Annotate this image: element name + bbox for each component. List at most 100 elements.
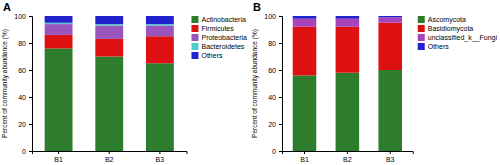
y-tick-mark bbox=[29, 151, 32, 152]
y-tick-mark bbox=[279, 16, 282, 17]
legend-entry: Actinobacteria bbox=[191, 16, 245, 23]
series bbox=[293, 16, 402, 19]
bar bbox=[146, 16, 174, 24]
legend-swatch bbox=[191, 43, 198, 50]
x-tick-mark bbox=[390, 151, 391, 154]
bar bbox=[45, 16, 73, 23]
x-tick-label: B3 bbox=[156, 156, 165, 163]
bar bbox=[336, 19, 360, 27]
series bbox=[45, 48, 174, 151]
x-tick-label: B1 bbox=[54, 156, 63, 163]
legend-label: Bacteroidetes bbox=[201, 43, 244, 50]
legend-swatch bbox=[418, 34, 425, 41]
x-tick-mark bbox=[159, 151, 160, 154]
legend-swatch bbox=[418, 43, 425, 50]
bar bbox=[378, 16, 402, 17]
bars bbox=[293, 16, 402, 151]
y-tick-label: 60 bbox=[18, 67, 26, 74]
legend-entry: Others bbox=[191, 52, 223, 59]
x-axis: B1 B2 B3 bbox=[33, 151, 187, 163]
bar bbox=[293, 27, 317, 76]
x-tick: B2 bbox=[105, 151, 114, 163]
legend-entry: Bacteroidetes bbox=[191, 43, 244, 50]
legend-label: Proteobacteria bbox=[201, 34, 247, 41]
legend-label: Firmicutes bbox=[201, 25, 234, 32]
bar bbox=[293, 19, 317, 27]
y-axis: 0 20 40 60 80 100 bbox=[14, 13, 32, 155]
legend-entry: Others bbox=[418, 43, 450, 50]
x-tick-label: B3 bbox=[386, 156, 395, 163]
legend-label: unclassified_k__Fungi bbox=[428, 34, 498, 42]
legend-entry: Firmicutes bbox=[191, 25, 234, 32]
bar bbox=[336, 73, 360, 151]
series bbox=[293, 23, 402, 76]
y-axis-line bbox=[29, 17, 33, 152]
y-tick-mark bbox=[279, 43, 282, 44]
x-tick: B2 bbox=[343, 151, 352, 163]
y-tick: 80 bbox=[18, 40, 32, 47]
y-tick-mark bbox=[29, 16, 32, 17]
legend-entry: Ascomycota bbox=[418, 16, 466, 24]
y-tick: 20 bbox=[268, 121, 282, 128]
y-tick-label: 100 bbox=[264, 13, 276, 20]
y-tick: 60 bbox=[268, 67, 282, 74]
y-tick-mark bbox=[29, 70, 32, 71]
bar bbox=[293, 75, 317, 151]
legend-entry: Proteobacteria bbox=[191, 34, 247, 41]
y-tick-label: 0 bbox=[22, 148, 26, 155]
figure: Actinobacteria Firmicutes Proteobacteria Ba… bbox=[0, 0, 500, 165]
series bbox=[45, 35, 174, 63]
legend-swatch bbox=[191, 52, 198, 59]
y-tick-label: 80 bbox=[18, 40, 26, 47]
panel-title: A bbox=[3, 1, 11, 13]
y-tick-label: 60 bbox=[268, 67, 276, 74]
x-axis-line bbox=[33, 152, 187, 155]
y-tick-label: 40 bbox=[18, 94, 26, 101]
bar bbox=[95, 24, 123, 25]
bar bbox=[146, 63, 174, 151]
bar bbox=[45, 24, 73, 35]
x-tick-label: B2 bbox=[343, 156, 352, 163]
bar bbox=[378, 23, 402, 70]
bar bbox=[146, 36, 174, 63]
y-tick: 60 bbox=[18, 67, 32, 74]
bar bbox=[146, 25, 174, 36]
legend-label: Others bbox=[201, 52, 223, 59]
x-tick-label: B1 bbox=[300, 156, 309, 163]
legend-label: Others bbox=[428, 43, 450, 50]
y-tick: 20 bbox=[18, 121, 32, 128]
bar bbox=[336, 27, 360, 73]
bar bbox=[45, 23, 73, 24]
y-tick-mark bbox=[279, 151, 282, 152]
legend-label: Actinobacteria bbox=[201, 16, 245, 23]
x-tick-mark bbox=[304, 151, 305, 154]
legend: AscomycotaBasidiomycotaunclassified_k__F… bbox=[418, 16, 498, 50]
bar bbox=[378, 70, 402, 151]
y-tick-mark bbox=[279, 70, 282, 71]
legend-label: Basidiomycota bbox=[428, 25, 474, 33]
y-tick: 100 bbox=[14, 13, 32, 20]
series bbox=[45, 24, 174, 39]
y-tick: 40 bbox=[268, 94, 282, 101]
bar bbox=[146, 24, 174, 25]
bar bbox=[336, 16, 360, 19]
x-axis: B1 B2 B3 bbox=[283, 151, 414, 163]
y-tick: 80 bbox=[268, 40, 282, 47]
y-axis-title: Percent of community abundance (%) bbox=[251, 29, 259, 138]
legend: Actinobacteria Firmicutes Proteobacteria Ba… bbox=[191, 16, 247, 59]
legend-swatch bbox=[191, 25, 198, 32]
y-tick: 100 bbox=[264, 13, 282, 20]
bar bbox=[378, 17, 402, 22]
legend-label: Ascomycota bbox=[428, 16, 466, 24]
x-tick-mark bbox=[347, 151, 348, 154]
bars bbox=[45, 16, 174, 151]
legend-swatch bbox=[418, 16, 425, 23]
y-tick: 0 bbox=[272, 148, 282, 155]
series bbox=[293, 17, 402, 26]
y-tick-mark bbox=[29, 124, 32, 125]
x-tick-label: B2 bbox=[105, 156, 114, 163]
y-tick-label: 80 bbox=[268, 40, 276, 47]
panel: AscomycotaBasidiomycotaunclassified_k__F… bbox=[251, 1, 497, 163]
series bbox=[45, 16, 174, 24]
x-tick-mark bbox=[109, 151, 110, 154]
